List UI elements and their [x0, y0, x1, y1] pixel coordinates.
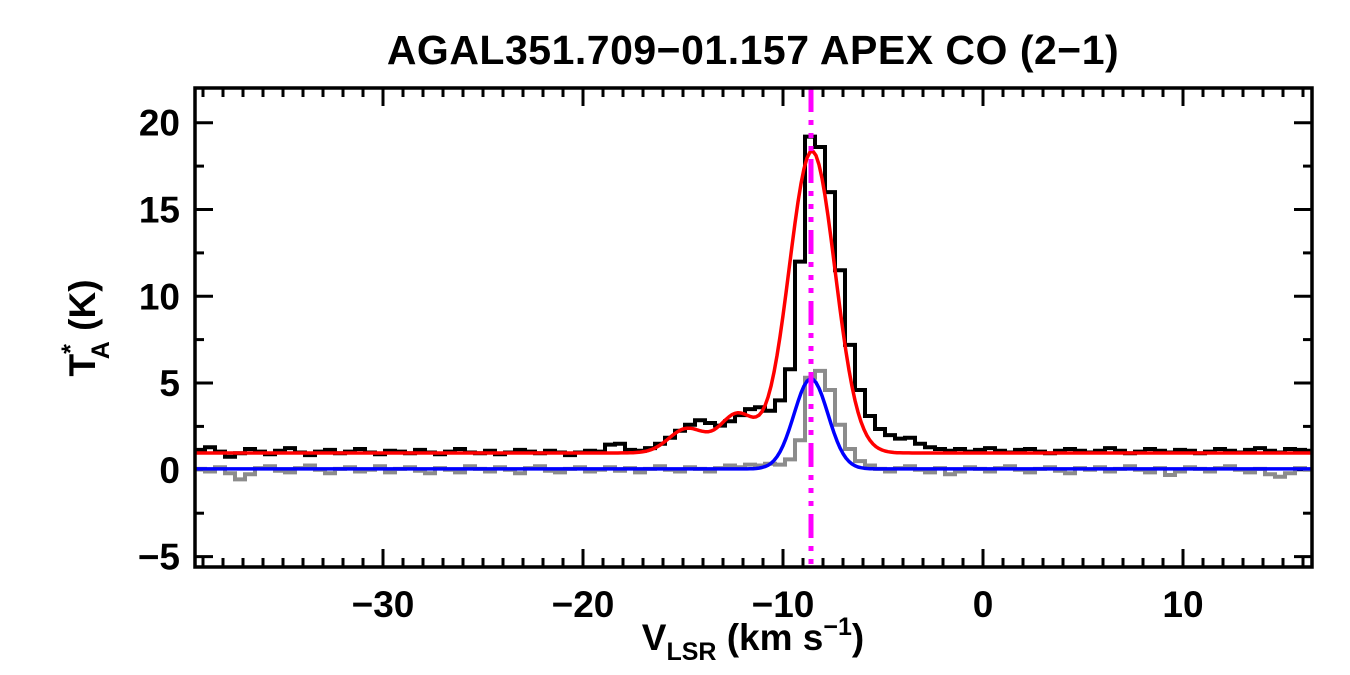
- plot-title: AGAL351.709−01.157 APEX CO (2−1): [387, 27, 1119, 73]
- red-fit-curve: [195, 149, 1311, 455]
- y-tick-label: 10: [139, 276, 180, 317]
- y-tick-label: 0: [159, 450, 180, 491]
- x-tick-labels: −30 −20 −10 0 10: [352, 584, 1204, 625]
- y-tick-label: 20: [139, 103, 180, 144]
- axis-ticks: [195, 88, 1312, 567]
- second-spectrum-histogram: [195, 368, 1312, 482]
- x-tick-label: −10: [752, 584, 815, 625]
- y-tick-label: −5: [138, 537, 180, 578]
- y-tick-labels: −5 0 5 10 15 20: [138, 103, 180, 578]
- x-tick-label: −30: [352, 584, 415, 625]
- blue-fit-curve: [195, 377, 1311, 471]
- plot-frame: [193, 86, 1314, 569]
- x-axis-label: VLSR (km s−1): [642, 613, 864, 666]
- y-tick-label: 5: [159, 363, 180, 404]
- y-tick-label: 15: [139, 189, 180, 230]
- x-tick-label: 0: [973, 584, 994, 625]
- y-axis-label: T*A (K): [57, 279, 115, 376]
- x-tick-label: 10: [1162, 584, 1203, 625]
- data-layer: [195, 88, 1312, 567]
- x-tick-label: −20: [552, 584, 615, 625]
- observed-spectrum-histogram: [195, 134, 1312, 459]
